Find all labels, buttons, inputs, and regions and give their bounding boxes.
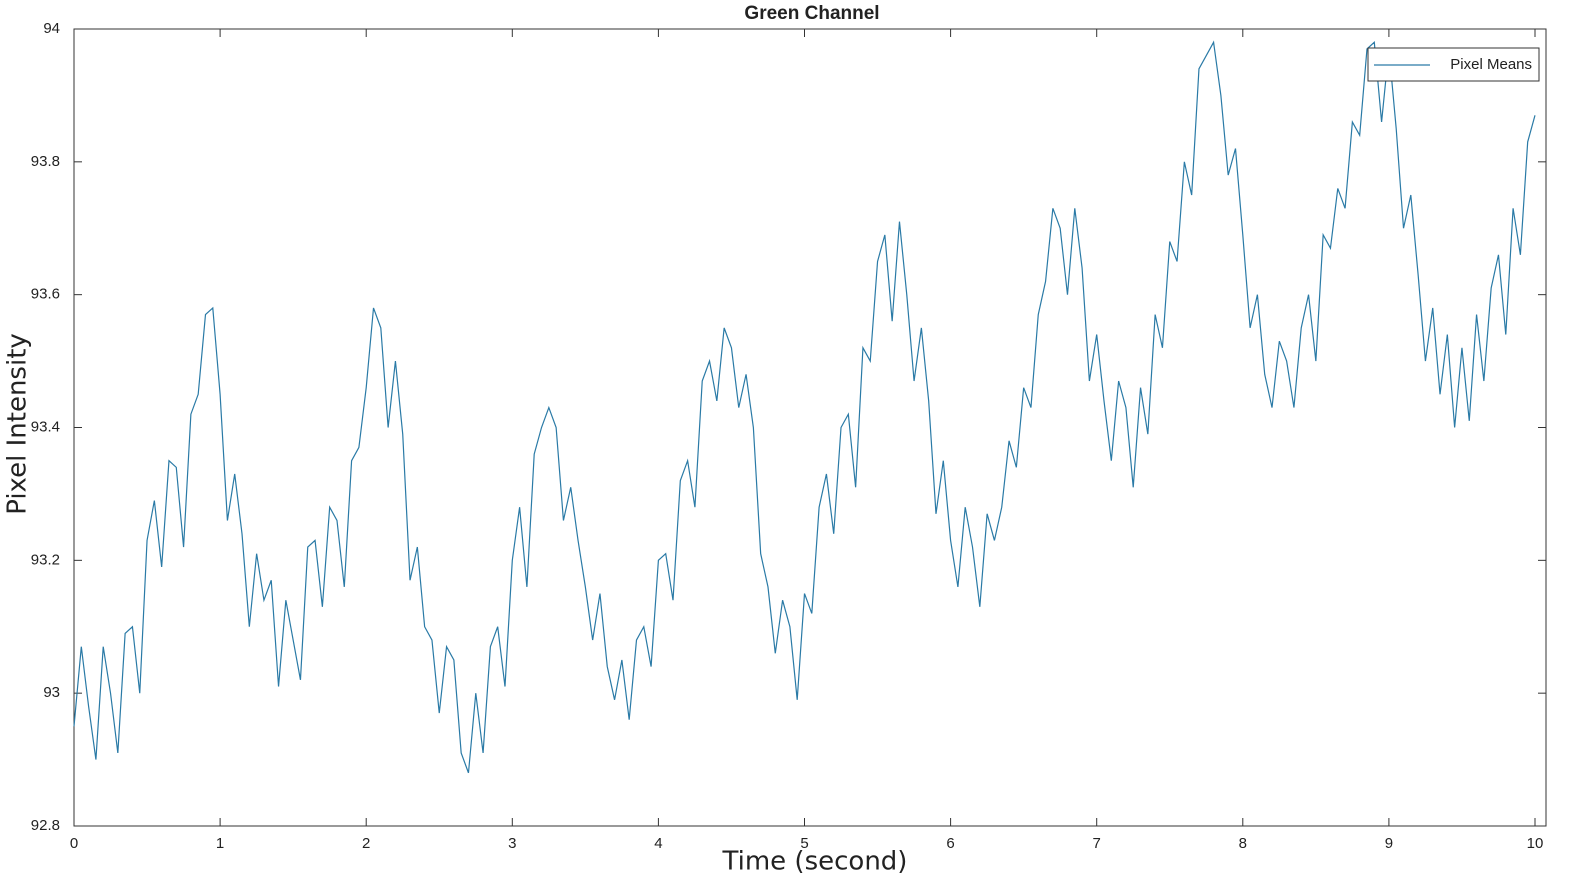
x-tick-label: 4 xyxy=(654,835,662,852)
y-tick-label: 92.8 xyxy=(31,817,60,834)
chart-title: Green Channel xyxy=(744,3,879,24)
y-tick-label: 93.6 xyxy=(31,286,60,303)
y-tick-label: 93.4 xyxy=(31,418,60,435)
line-series xyxy=(73,40,1536,774)
x-tick-label: 8 xyxy=(1239,835,1247,852)
x-tick-label: 7 xyxy=(1093,835,1101,852)
y-tick-label: 93.8 xyxy=(31,153,60,170)
x-tick-label: 3 xyxy=(508,835,516,852)
y-tick-label: 93 xyxy=(43,684,60,701)
x-tick-label: 9 xyxy=(1385,835,1393,852)
x-tick-label: 0 xyxy=(70,835,78,852)
x-tick-label: 10 xyxy=(1527,835,1544,852)
x-tick-label: 1 xyxy=(216,835,224,852)
y-axis-label: Pixel Intensity xyxy=(3,333,33,515)
y-tick-label: 94 xyxy=(43,20,60,37)
x-tick-label: 5 xyxy=(800,835,808,852)
plot-area xyxy=(73,28,1547,827)
x-tick-label: 6 xyxy=(946,835,954,852)
y-tick-label: 93.2 xyxy=(31,551,60,568)
legend-label: Pixel Means xyxy=(1450,56,1532,73)
x-axis-label: Time (second) xyxy=(722,847,908,877)
x-tick-label: 2 xyxy=(362,835,370,852)
